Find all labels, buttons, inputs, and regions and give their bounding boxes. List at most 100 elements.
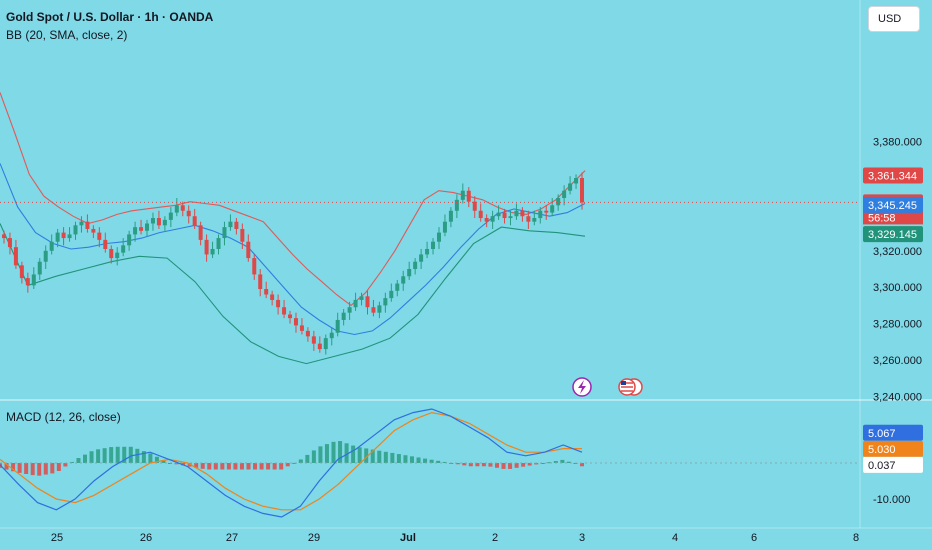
candle [329,332,334,339]
macd-histogram-bar [305,454,310,463]
macd-histogram-bar [521,463,526,467]
macd-histogram-bar [540,463,545,464]
candle [145,223,150,231]
candle [478,210,483,219]
macd-histogram-bar [154,456,159,463]
macd-histogram-bar [4,463,9,470]
candle [353,299,358,308]
candle [305,330,310,337]
signal-value-tag: 5.030 [863,440,923,457]
macd-pane [0,408,860,518]
macd-histogram-bar [63,463,68,467]
macd-histogram-bar [50,463,55,474]
histogram-value-tag-bg [863,456,923,473]
time-tick-label: 8 [853,532,859,544]
macd-histogram-bar [272,463,277,470]
macd-histogram-bar [468,463,473,467]
candle [293,318,298,326]
macd-histogram-bar [279,463,284,470]
candle [448,210,453,222]
macd-histogram-bar [102,448,107,463]
signal-line [0,411,582,511]
candle [121,245,126,253]
candle [127,234,132,246]
bb-lower-tag-bg [863,226,923,243]
candle [544,210,549,213]
bb-lower-tag-text: 3,329.145 [868,229,917,241]
candle [162,219,167,226]
macd-histogram-bar [115,446,120,463]
price-axis[interactable]: 3,240.000 3,260.000 3,280.000 3,300.000 3,32… [873,137,922,506]
candle [55,232,60,242]
macd-histogram-bar [396,454,401,463]
price-tick-label: 3,280.000 [873,319,922,331]
time-tick-label: 4 [672,532,678,544]
countdown-tag: 56:58 [863,210,923,225]
macd-histogram-bar [560,459,565,463]
candle [431,241,436,249]
macd-histogram-bar [462,463,467,466]
macd-histogram-bar [357,447,362,463]
macd-histogram-bar [442,461,447,463]
currency-selector[interactable]: USD [868,6,920,32]
time-tick-label: 27 [226,532,238,544]
macd-histogram-bar [89,451,94,463]
candle [454,199,459,211]
macd-histogram-bar [580,463,584,467]
macd-histogram-bar [390,452,395,463]
macd-histogram-bar [69,461,74,463]
macd-histogram-bar [481,463,486,467]
macd-histogram-bar [292,462,297,464]
macd-histogram-bar [494,463,499,468]
candle [472,201,477,211]
macd-histogram-bar [416,457,421,463]
time-axis[interactable]: 25 26 27 29 Jul 2 3 4 6 8 [51,532,859,544]
candle [574,178,579,184]
candle [389,290,394,299]
histogram-value-tag: 0.037 [863,456,923,473]
candle [508,216,513,219]
candle [2,234,6,239]
macd-histogram-bar [246,463,251,470]
candle [210,248,215,255]
macd-histogram-bar [266,463,271,470]
candle [311,336,316,344]
symbol-title[interactable]: Gold Spot / U.S. Dollar · 1h · OANDA [6,10,214,24]
macd-histogram-bar [370,449,375,463]
macd-histogram-bar [122,446,127,463]
candle [109,248,114,259]
us-flag-event-icon [618,378,643,396]
candle [234,221,239,229]
macd-tick-label: -10.000 [873,494,910,506]
candle [466,190,471,202]
candle [496,212,501,217]
macd-histogram-bar [96,449,101,463]
candle [228,221,233,228]
candle [246,241,251,259]
countdown-tag-bg [863,210,923,225]
macd-histogram-bar [30,463,35,476]
candle [341,312,346,320]
candle [67,234,72,239]
macd-histogram-bar [344,443,349,463]
macd-histogram-bar [128,446,133,463]
macd-histogram-bar [298,459,303,463]
candle [520,210,525,217]
macd-histogram-bar [324,444,329,463]
price-pane [0,0,932,529]
candle [383,298,388,306]
macd-histogram-bar [56,463,61,471]
candle [270,294,275,300]
macd-histogram-bar [338,441,343,463]
macd-histogram-bar [351,445,356,463]
candle [216,238,221,249]
candle [174,205,179,213]
macd-histogram-bar [83,454,88,463]
macd-legend[interactable]: MACD (12, 26, close) [6,410,121,424]
candle [371,307,376,313]
event-markers[interactable] [572,377,643,397]
macd-histogram-bar [76,458,81,463]
candle [526,216,531,222]
bollinger-bands-legend[interactable]: BB (20, SMA, close, 2) [6,28,128,42]
